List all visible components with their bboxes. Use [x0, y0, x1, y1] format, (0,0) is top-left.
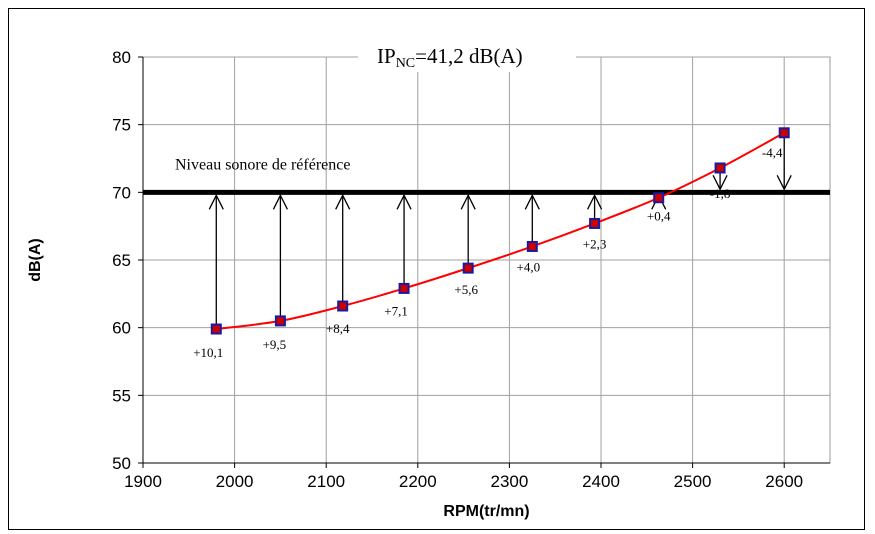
x-tick-label: 2600 — [765, 472, 803, 491]
data-labels-group: +10,1 +9,5 +8,4 +7,1 +5,6 +4,0 +2,3 +0,4 -1,8 -4,… — [193, 145, 783, 360]
title-subscript: NC — [396, 56, 415, 71]
data-label: +2,3 — [583, 236, 607, 251]
axes: 1900 2000 2100 2200 2300 2400 2500 2600 50 55 60 65… — [112, 48, 830, 491]
arrow-head — [460, 193, 476, 210]
y-tick-label: 70 — [112, 183, 131, 202]
arrow-head — [272, 193, 288, 210]
x-tick-label: 2200 — [399, 472, 437, 491]
x-tick-label: 2100 — [307, 472, 345, 491]
arrow-head — [776, 175, 792, 191]
y-tick-label: 75 — [112, 116, 131, 135]
x-axis-title: RPM(tr/mn) — [443, 503, 529, 520]
diff-arrow — [524, 193, 540, 247]
data-point — [210, 323, 222, 335]
data-point — [398, 282, 410, 294]
arrow-head — [335, 193, 351, 210]
data-label: -4,4 — [762, 145, 783, 160]
reference-label: Niveau sonore de référence — [175, 156, 350, 173]
chart-title: IPNC=41,2 dB(A) — [358, 40, 576, 72]
data-point — [274, 315, 286, 327]
diff-arrow — [396, 193, 412, 289]
arrow-head — [396, 193, 412, 210]
y-tick-label: 55 — [112, 386, 131, 405]
data-label: +5,6 — [454, 282, 478, 297]
data-label: +8,4 — [326, 321, 350, 336]
arrows-group — [208, 132, 792, 330]
data-point — [714, 162, 726, 174]
y-tick-label: 60 — [112, 319, 131, 338]
data-point — [589, 217, 601, 229]
arrow-head — [712, 175, 728, 191]
data-point — [778, 127, 790, 139]
title-suffix: =41,2 dB(A) — [415, 44, 523, 68]
diff-arrow — [776, 132, 792, 191]
data-label: +9,5 — [263, 337, 287, 352]
diff-arrow — [272, 193, 288, 321]
data-point — [462, 262, 474, 274]
title-main: IP — [377, 44, 396, 68]
data-label: +10,1 — [193, 345, 223, 360]
data-label: +4,0 — [517, 259, 541, 274]
svg-text:IPNC=41,2 dB(A): IPNC=41,2 dB(A) — [377, 44, 523, 71]
data-label: -1,8 — [710, 186, 731, 201]
arrow-head — [587, 193, 603, 210]
x-tick-label: 2500 — [674, 472, 712, 491]
data-point — [653, 192, 665, 204]
x-tick-label: 2400 — [582, 472, 620, 491]
arrow-head — [208, 193, 224, 210]
series-group — [210, 127, 790, 335]
data-label: +7,1 — [384, 303, 408, 318]
y-tick-label: 50 — [112, 454, 131, 473]
x-tick-label: 1900 — [124, 472, 162, 491]
arrow-head — [524, 193, 540, 210]
data-point — [526, 240, 538, 252]
diff-arrow — [208, 193, 224, 330]
y-tick-label: 65 — [112, 251, 131, 270]
series-line — [216, 131, 785, 331]
y-tick-label: 80 — [112, 48, 131, 67]
x-tick-label: 2000 — [216, 472, 254, 491]
x-tick-label: 2300 — [490, 472, 528, 491]
diff-arrow — [335, 193, 351, 307]
data-label: +0,4 — [647, 209, 671, 224]
data-point — [337, 300, 349, 312]
diff-arrow — [460, 193, 476, 269]
y-axis-title: dB(A) — [27, 238, 44, 282]
